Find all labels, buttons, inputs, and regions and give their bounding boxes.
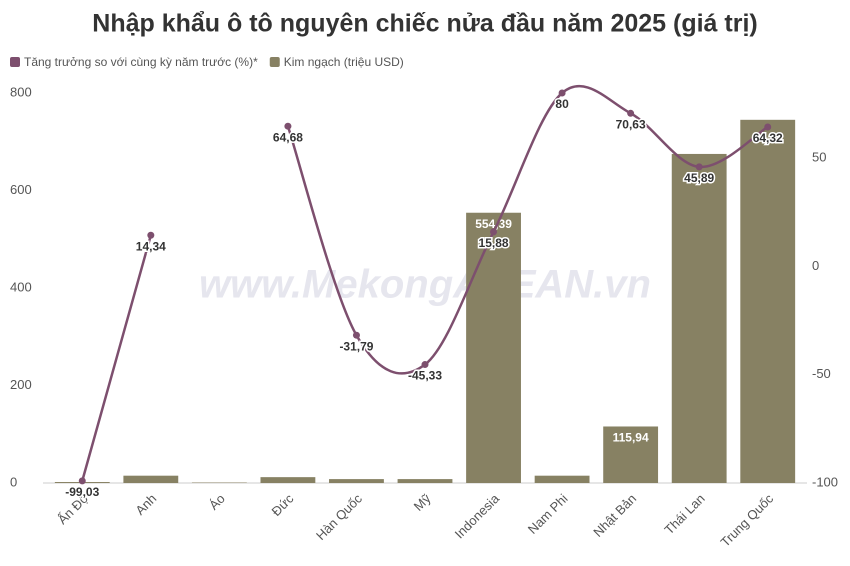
- bar: [740, 120, 795, 483]
- bar: [466, 213, 521, 483]
- line-marker: [353, 332, 360, 339]
- chart-title: Nhập khẩu ô tô nguyên chiếc nửa đầu năm …: [92, 10, 757, 38]
- line-label: 64,68: [273, 130, 303, 144]
- line-label: 14,34: [136, 239, 166, 253]
- y-tick-label: 600: [10, 182, 32, 197]
- legend-swatch: [10, 57, 20, 67]
- line-label: 64,32: [753, 131, 783, 145]
- x-tick-label: Hàn Quốc: [313, 491, 365, 543]
- y2-tick-label: -100: [812, 474, 838, 489]
- line-label: 15,88: [479, 236, 509, 250]
- bar: [672, 154, 727, 483]
- bar: [535, 476, 590, 483]
- y2-tick-label: 0: [812, 258, 819, 273]
- x-tick-label: Anh: [132, 491, 159, 518]
- bar: [260, 477, 315, 483]
- bar: [329, 479, 384, 483]
- y-tick-label: 400: [10, 279, 32, 294]
- line-marker: [284, 123, 291, 130]
- x-tick-label: Indonesia: [452, 490, 503, 541]
- line-marker: [422, 361, 429, 368]
- line-marker: [764, 123, 771, 130]
- line-marker: [696, 163, 703, 170]
- x-tick-label: Nam Phi: [525, 491, 571, 537]
- line-label: -45,33: [408, 369, 442, 383]
- line-label: 80: [555, 97, 569, 111]
- line-label: 70,63: [616, 117, 646, 131]
- y2-tick-label: -50: [812, 366, 831, 381]
- line-marker: [147, 232, 154, 239]
- x-tick-label: Áo: [206, 491, 228, 513]
- line-marker: [559, 90, 566, 97]
- bar-label: 115,94: [613, 431, 649, 445]
- line-marker: [490, 228, 497, 235]
- line-marker: [79, 477, 86, 484]
- legend-swatch: [270, 57, 280, 67]
- line-label: -99,03: [65, 485, 99, 499]
- y-tick-label: 800: [10, 84, 32, 99]
- watermark: www.MekongASEAN.vn: [199, 263, 651, 307]
- x-tick-label: Nhật Bản: [590, 491, 639, 540]
- line-marker: [627, 110, 634, 117]
- y-tick-label: 200: [10, 377, 32, 392]
- y2-tick-label: 50: [812, 149, 826, 164]
- bar: [398, 479, 453, 483]
- x-tick-label: Đức: [268, 491, 296, 519]
- legend-label: Tăng trưởng so với cùng kỳ năm trước (%)…: [24, 55, 258, 69]
- y-tick-label: 0: [10, 474, 17, 489]
- line-label: 45,89: [684, 171, 714, 185]
- line-label: -31,79: [339, 339, 373, 353]
- x-tick-label: Thái Lan: [661, 491, 707, 537]
- legend-label: Kim ngạch (triệu USD): [284, 55, 404, 69]
- x-tick-label: Mỹ: [411, 491, 434, 514]
- bar: [123, 476, 178, 483]
- x-tick-label: Trung Quốc: [717, 491, 776, 550]
